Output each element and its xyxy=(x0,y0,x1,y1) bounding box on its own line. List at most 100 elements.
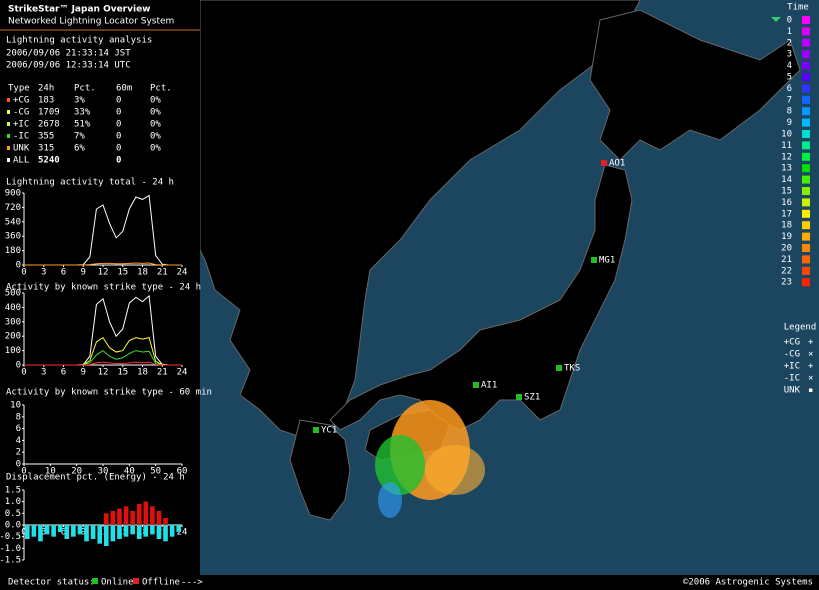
table-cell: UNK xyxy=(13,144,30,154)
x-tick-label: 6 xyxy=(61,368,66,378)
x-tick-label: 30 xyxy=(98,467,109,477)
station-label: AI1 xyxy=(481,381,497,391)
x-tick-label: 3 xyxy=(41,528,46,538)
hour-swatch xyxy=(802,164,810,173)
table-cell: 0 xyxy=(116,144,121,154)
hour-label: 15 xyxy=(781,187,792,197)
table-cell: 5240 xyxy=(38,156,60,166)
x-tick-label: 12 xyxy=(98,368,109,378)
hour-swatch xyxy=(802,27,810,36)
displacement-bar xyxy=(51,525,56,537)
type-swatch xyxy=(7,134,10,138)
x-tick-label: 9 xyxy=(81,368,86,378)
detector-status: Detector status: xyxy=(8,578,95,588)
hour-swatch xyxy=(802,95,810,104)
hour-label: 1 xyxy=(787,27,792,37)
station-marker xyxy=(591,257,597,263)
type-swatch xyxy=(7,158,10,162)
legend-symbol: ▪ xyxy=(808,386,813,396)
land xyxy=(199,0,801,521)
table-header: Type xyxy=(8,84,30,94)
hour-label: 23 xyxy=(781,278,792,288)
offline: Offline xyxy=(142,578,180,588)
strike-density xyxy=(375,435,425,495)
hour-label: 7 xyxy=(787,95,792,105)
x-tick-label: 15 xyxy=(117,368,128,378)
displacement-bar xyxy=(84,525,89,542)
panel-title: Activity by known strike type - 24 h xyxy=(6,283,201,293)
x-tick-label: 0 xyxy=(21,528,26,538)
displacement-bar xyxy=(31,525,37,537)
x-tick-label: 24 xyxy=(177,528,188,538)
table-cell: 0% xyxy=(150,96,161,106)
y-tick-label: 900 xyxy=(5,189,21,199)
y-tick-label: 0 xyxy=(16,361,21,371)
type-swatch xyxy=(7,146,10,150)
y-tick-label: 720 xyxy=(5,203,21,213)
station-label: TKS xyxy=(564,364,580,374)
displacement-bar xyxy=(163,518,168,525)
station-label: AO1 xyxy=(609,159,625,169)
activity-line xyxy=(24,262,182,266)
panel-title: Lightning activity total - 24 h xyxy=(6,178,174,188)
x-tick-label: 20 xyxy=(71,467,82,477)
hour-swatch xyxy=(802,84,810,93)
x-tick-label: 21 xyxy=(157,528,168,538)
hour-label: 12 xyxy=(781,152,792,162)
table-cell: 33% xyxy=(74,108,91,118)
x-tick-label: 18 xyxy=(137,268,148,278)
displacement-bar xyxy=(77,525,83,535)
x-tick-label: 9 xyxy=(81,268,86,278)
table-cell: +IC xyxy=(13,120,29,130)
displacement-bar xyxy=(130,511,135,525)
displacement-bar xyxy=(150,506,155,525)
legend-label: -CG xyxy=(784,350,800,360)
legend-label: -IC xyxy=(784,374,800,384)
x-tick-label: 21 xyxy=(157,268,168,278)
table-cell: +CG xyxy=(13,96,29,106)
time-jst: 2006/09/06 21:33:14 JST xyxy=(6,49,131,59)
table-cell: 183 xyxy=(38,96,54,106)
title: StrikeStar™ Japan Overview xyxy=(8,5,151,15)
table-cell: 0 xyxy=(116,156,121,166)
subtitle: Networked Lightning Locator System xyxy=(8,17,174,27)
y-tick-label: 8 xyxy=(16,412,21,422)
type-swatch xyxy=(7,98,10,102)
table-cell: 0% xyxy=(150,120,161,130)
strike-density xyxy=(378,482,402,518)
legend-label: UNK xyxy=(784,386,801,396)
y-tick-label: 500 xyxy=(5,289,21,299)
strike-density xyxy=(425,445,485,495)
table-cell: 51% xyxy=(74,120,91,130)
table-cell: 2678 xyxy=(38,120,60,130)
hour-swatch xyxy=(802,187,810,195)
time-heading: Time xyxy=(787,3,809,13)
displacement-bar xyxy=(117,508,122,525)
x-tick-label: 9 xyxy=(81,528,86,538)
y-tick-label: 100 xyxy=(5,346,21,356)
x-tick-label: 12 xyxy=(98,528,109,538)
hour-swatch xyxy=(802,266,810,275)
hour-swatch xyxy=(802,107,810,116)
hour-swatch xyxy=(802,38,810,47)
hour-label: 20 xyxy=(781,244,792,254)
displacement-bar xyxy=(57,525,63,532)
x-tick-label: 0 xyxy=(21,268,26,278)
hour-label: 21 xyxy=(781,255,792,265)
table-header: 60m xyxy=(116,84,132,94)
x-tick-label: 10 xyxy=(45,467,56,477)
displacement-bar xyxy=(123,525,129,537)
hour-swatch xyxy=(802,50,810,59)
y-tick-label: 0.5 xyxy=(5,509,21,519)
station-marker xyxy=(313,427,319,433)
table-cell: 0% xyxy=(150,144,161,154)
displacement-bar xyxy=(150,525,155,535)
x-tick-label: 6 xyxy=(61,528,66,538)
displacement-bar xyxy=(44,525,50,535)
table-cell: 1709 xyxy=(38,108,60,118)
hour-label: 11 xyxy=(781,141,792,151)
hour-label: 22 xyxy=(781,266,792,276)
hour-swatch xyxy=(802,141,810,150)
hour-swatch xyxy=(802,209,810,218)
table-cell: 355 xyxy=(38,132,54,142)
